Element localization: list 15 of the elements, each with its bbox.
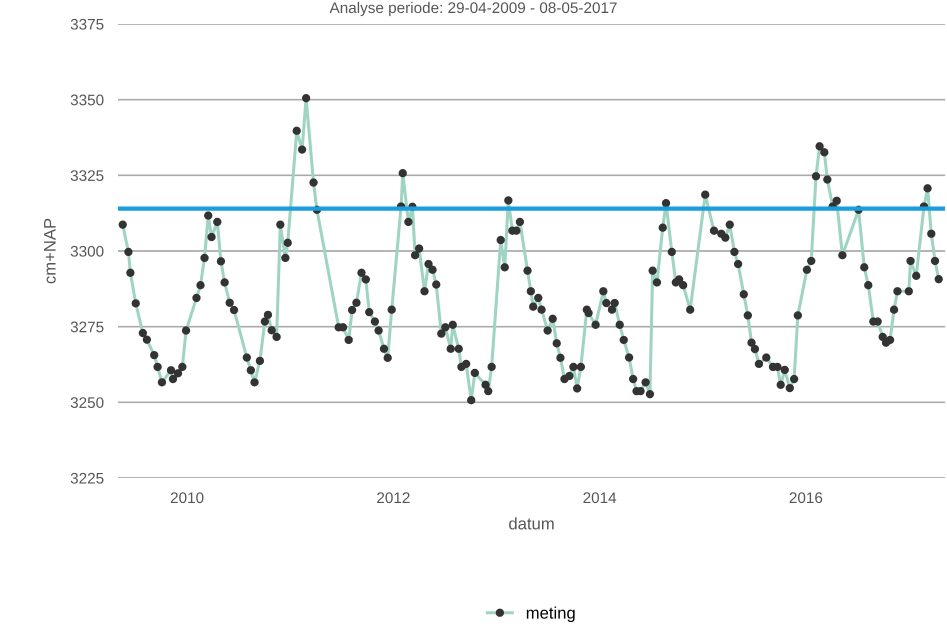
chart-title: Analyse periode: 29-04-2009 - 08-05-2017 bbox=[330, 2, 617, 16]
x-tick-label: 2010 bbox=[170, 492, 204, 504]
y-tick-label: 3225 bbox=[70, 472, 104, 484]
y-tick-label: 3275 bbox=[70, 322, 104, 332]
y-tick-label: 3325 bbox=[70, 170, 104, 182]
x-tick-label: 2016 bbox=[790, 492, 822, 504]
x-tick-label: 2012 bbox=[377, 492, 410, 504]
x-tick-label: 2014 bbox=[583, 492, 616, 504]
y-tick-label: 3250 bbox=[70, 397, 104, 408]
y-tick-label: 3375 bbox=[70, 18, 104, 30]
y-tick-label: 3300 bbox=[70, 246, 104, 257]
x-axis-title: datum bbox=[509, 517, 554, 530]
y-tick-label: 3350 bbox=[70, 94, 104, 106]
y-axis-title: cm+NAP bbox=[44, 218, 56, 284]
legend-label: meting bbox=[526, 606, 575, 622]
